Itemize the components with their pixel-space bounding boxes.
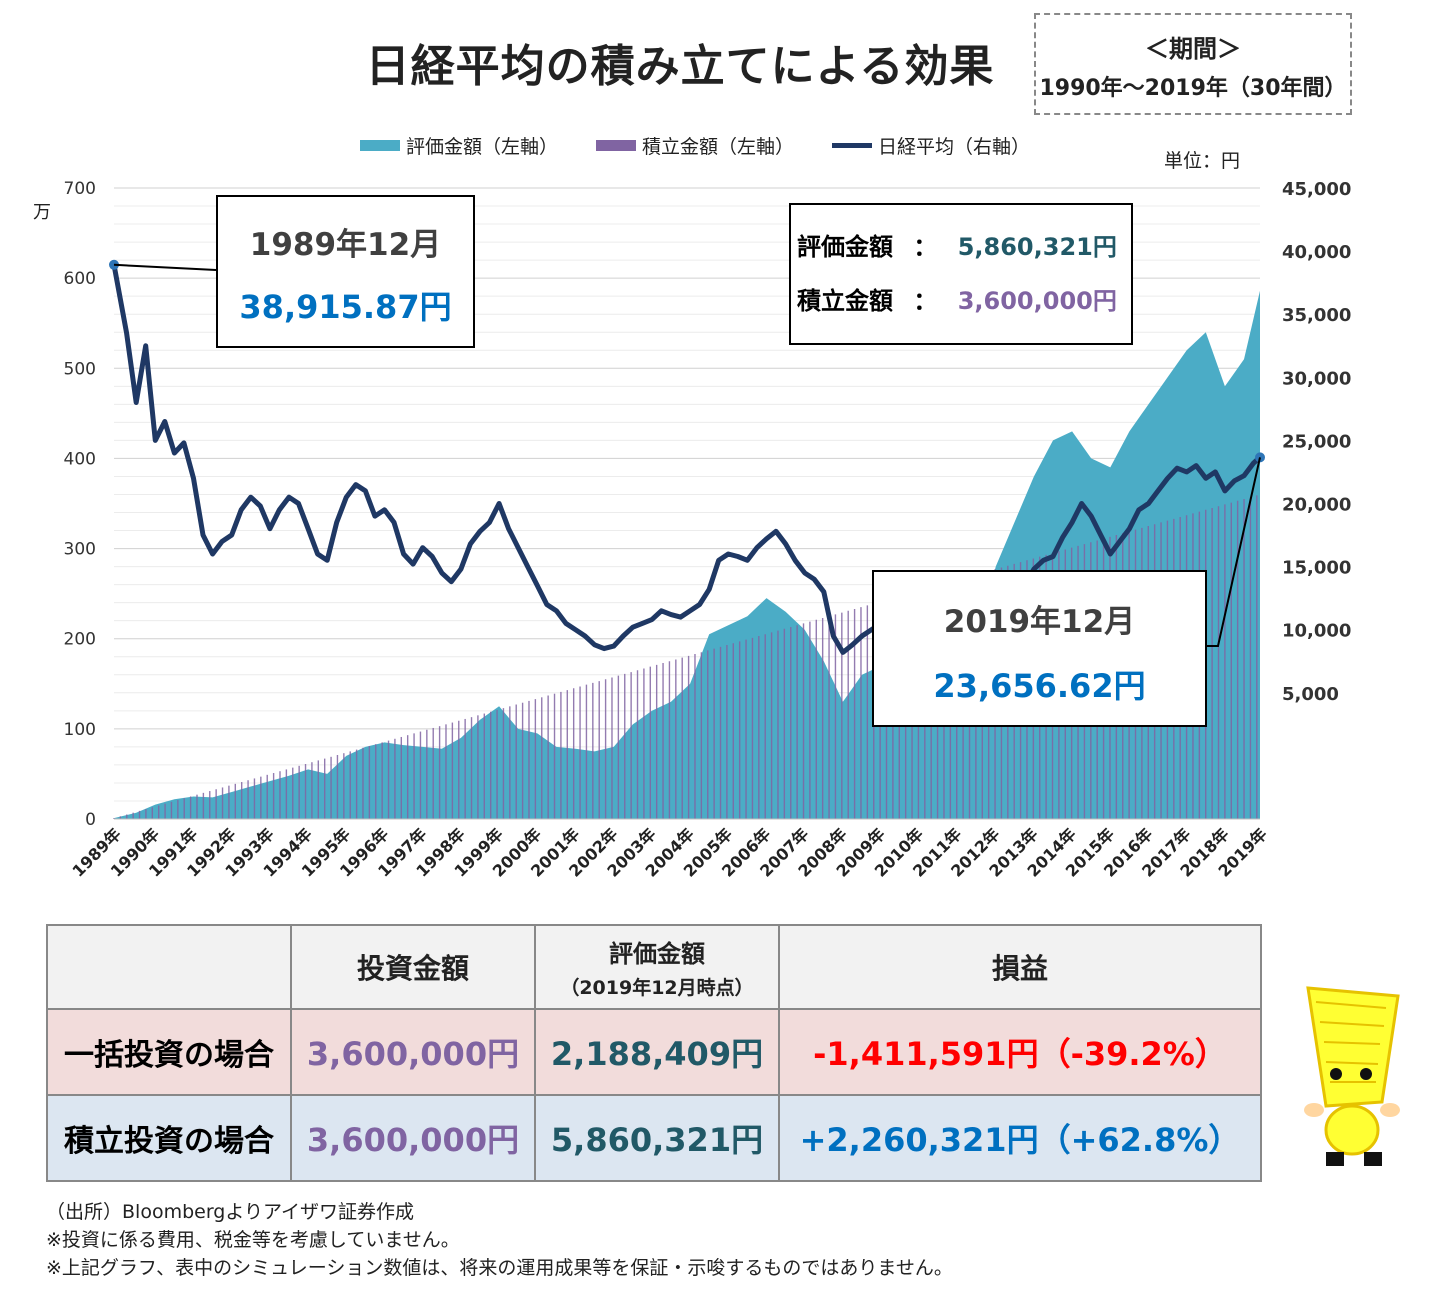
legend-line-label: 日経平均（右軸） (878, 136, 1031, 158)
legend-bar-label: 積立金額（左軸） (642, 136, 795, 158)
right-tick-label: 40,000 (1282, 242, 1351, 263)
right-tick-label: 30,000 (1282, 368, 1351, 389)
left-tick-label: 700 (64, 179, 96, 199)
table-header-pl: 損益 (778, 924, 1262, 1010)
summary-accum-label: 積立金額 (797, 287, 893, 315)
row-lump-invest: 3,600,000円 (290, 1008, 536, 1096)
table-row: 積立投資の場合 3,600,000円 5,860,321円 +2,260,321… (46, 1094, 1262, 1182)
left-tick-label: 0 (85, 810, 96, 830)
legend-area: 評価金額（左軸） (360, 132, 558, 159)
callout-start-leader (113, 263, 217, 271)
summary-box: 評価金額 ： 5,860,321円 積立金額 ： 3,600,000円 (789, 203, 1133, 345)
series-line-nikkei (111, 264, 1262, 655)
row-lump-eval: 2,188,409円 (534, 1008, 780, 1096)
right-tick-label: 45,000 (1282, 179, 1351, 200)
summary-accum-sep: ： (913, 287, 938, 315)
callout-end-leader (1207, 457, 1261, 647)
legend-area-label: 評価金額（左軸） (406, 136, 559, 158)
results-table: 投資金額 評価金額 （2019年12月時点） 損益 一括投資の場合 3,600,… (46, 924, 1262, 1182)
legend-line: 日経平均（右軸） (832, 132, 1030, 159)
mascot-character-icon (1304, 986, 1400, 1166)
legend-bar-swatch (596, 140, 637, 151)
left-tick-label: 400 (64, 449, 96, 469)
table-header-row: 投資金額 評価金額 （2019年12月時点） 損益 (46, 924, 1262, 1010)
legend-bar: 積立金額（左軸） (596, 132, 794, 159)
summary-eval-row: 評価金額 ： 5,860,321円 (797, 227, 1131, 281)
nikkei-chart: 0 100 200 300 400 500 600 700 5,000 10,000 15,000 2… (64, 179, 1352, 881)
left-tick-label: 500 (64, 359, 96, 379)
table-row: 一括投資の場合 3,600,000円 2,188,409円 -1,411,591… (46, 1008, 1262, 1096)
callout-start-date: 1989年12月 (249, 227, 442, 263)
row-accum-eval: 5,860,321円 (534, 1094, 780, 1182)
row-accum-label: 積立投資の場合 (46, 1094, 292, 1182)
summary-accum-value: 3,600,000円 (957, 287, 1117, 315)
left-tick-label: 200 (64, 630, 96, 650)
period-range: 1990年～2019年（30年間） (1039, 76, 1347, 101)
right-tick-label: 20,000 (1282, 495, 1351, 516)
callout-start-value: 38,915.87円 (239, 288, 452, 326)
unit-label: 単位：円 (1164, 150, 1241, 172)
callout-end-value: 23,656.62円 (933, 667, 1146, 705)
table-header-eval: 評価金額 （2019年12月時点） (534, 924, 780, 1010)
left-axis-unit: 万 (33, 202, 51, 223)
row-accum-pl: +2,260,321円（+62.8%） (778, 1094, 1262, 1182)
left-tick-label: 600 (64, 269, 96, 289)
left-tick-label: 300 (64, 540, 96, 560)
period-label: ＜期間＞ (1145, 35, 1241, 63)
row-accum-invest: 3,600,000円 (290, 1094, 536, 1182)
right-tick-label: 25,000 (1282, 431, 1351, 452)
footnotes: （出所）Bloombergよりアイザワ証券作成 ※投資に係る費用、税金等を考慮し… (46, 1198, 953, 1282)
legend-area-swatch (360, 140, 400, 151)
callout-end: 2019年12月 23,656.62円 (872, 570, 1207, 727)
row-lump-label: 一括投資の場合 (46, 1008, 292, 1096)
left-tick-label: 100 (64, 720, 96, 740)
table-header-eval-sub: （2019年12月時点） (560, 977, 754, 999)
footnote-disclaimer: ※上記グラフ、表中のシミュレーション数値は、将来の運用成果等を保証・示唆するもの… (46, 1257, 953, 1279)
right-tick-label: 5,000 (1282, 684, 1339, 705)
table-header-eval-label: 評価金額 (609, 940, 705, 968)
callout-start: 1989年12月 38,915.87円 (216, 195, 475, 348)
series-area-eval (114, 290, 1260, 819)
summary-accum-row: 積立金額 ： 3,600,000円 (797, 281, 1131, 335)
row-lump-pl: -1,411,591円（-39.2%） (778, 1008, 1262, 1096)
chart-legend: 評価金額（左軸） 積立金額（左軸） 日経平均（右軸） (360, 132, 1030, 159)
right-tick-label: 15,000 (1282, 558, 1351, 579)
summary-eval-label: 評価金額 (797, 233, 893, 261)
summary-eval-sep: ： (913, 233, 938, 261)
footnote-source: （出所）Bloombergよりアイザワ証券作成 (46, 1201, 415, 1223)
right-tick-label: 10,000 (1282, 621, 1351, 642)
footnote-costs: ※投資に係る費用、税金等を考慮していません。 (46, 1229, 460, 1251)
legend-line-swatch (832, 143, 873, 148)
table-header-blank (46, 924, 292, 1010)
right-tick-label: 35,000 (1282, 305, 1351, 326)
callout-end-date: 2019年12月 (943, 604, 1136, 640)
page-title: 日経平均の積み立てによる効果 (365, 41, 995, 92)
table-header-invest: 投資金額 (290, 924, 536, 1010)
period-box: ＜期間＞ 1990年～2019年（30年間） (1034, 13, 1352, 115)
summary-eval-value: 5,860,321円 (957, 233, 1117, 261)
